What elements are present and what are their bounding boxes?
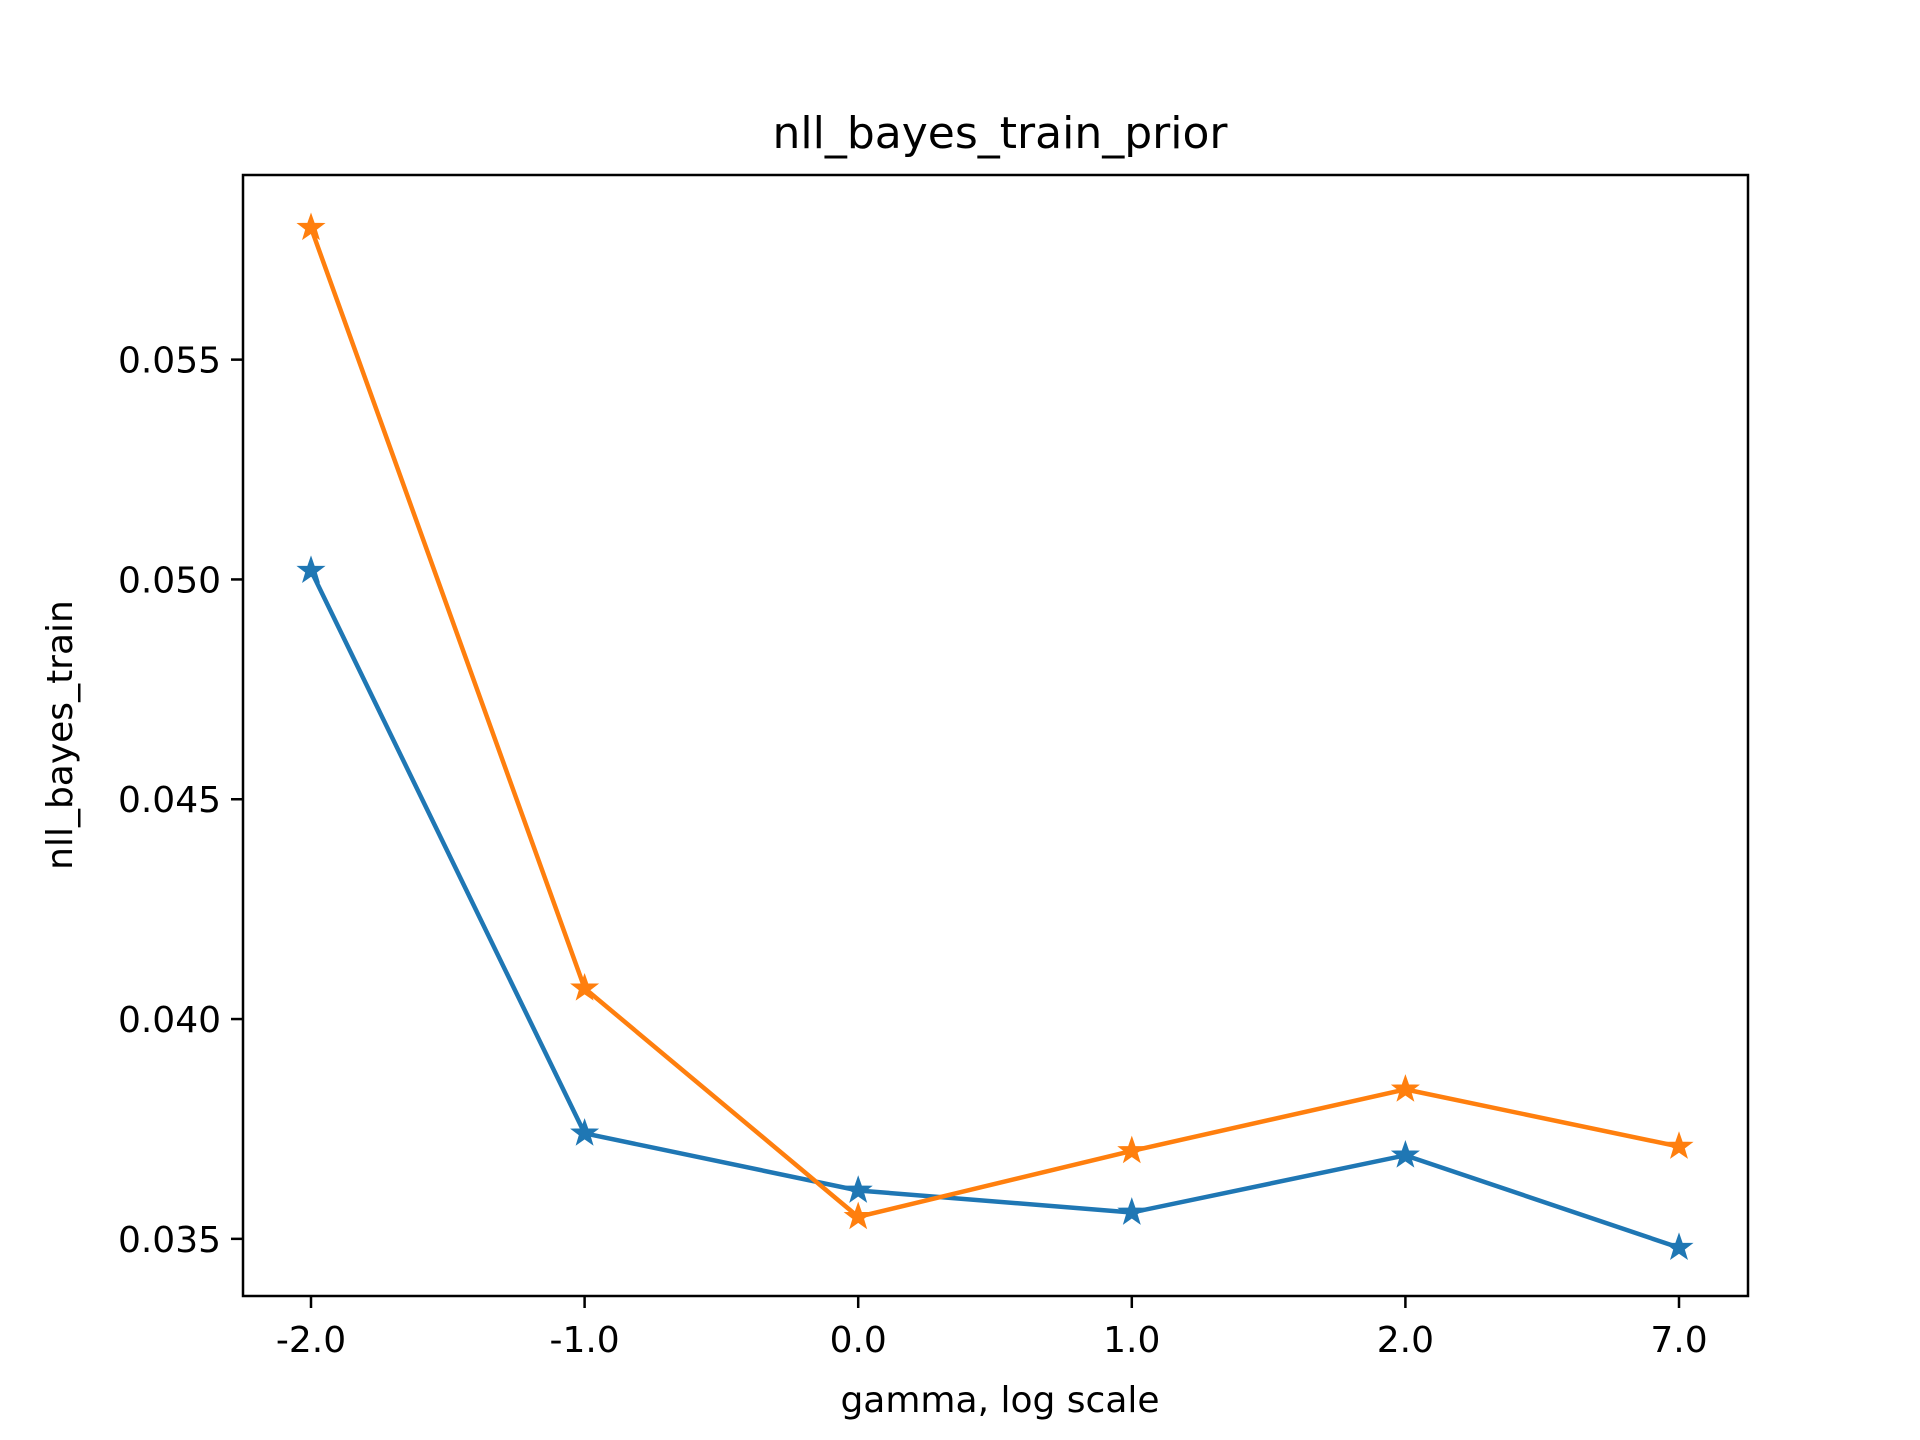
x-tick-label: -2.0: [276, 1320, 346, 1361]
y-tick-label: 0.045: [118, 780, 221, 821]
data-point-marker: [1390, 1074, 1420, 1102]
data-point-marker: [1117, 1135, 1147, 1164]
x-tick-label: 7.0: [1650, 1320, 1707, 1361]
y-tick-label: 0.040: [118, 1000, 221, 1041]
plot-frame: [241, 173, 1750, 1298]
data-point-marker: [843, 1201, 873, 1230]
series-line-1: [308, 569, 1680, 1250]
x-tick-label: -1.0: [549, 1320, 619, 1361]
series-line-2: [308, 226, 1680, 1220]
x-tick-label: 2.0: [1377, 1320, 1434, 1361]
y-axis-label: nll_bayes_train: [40, 600, 81, 870]
data-point-marker: [1117, 1197, 1147, 1225]
data-point-marker: [570, 1118, 600, 1146]
data-point-marker: [1664, 1131, 1694, 1159]
y-tick-label: 0.050: [118, 560, 221, 601]
data-point-marker: [843, 1175, 873, 1203]
data-point-marker: [296, 555, 326, 584]
chart-title: nll_bayes_train_prior: [773, 108, 1229, 159]
x-tick-label: 0.0: [830, 1320, 887, 1361]
y-tick-label: 0.035: [118, 1220, 221, 1261]
y-tick-label: 0.055: [118, 341, 221, 382]
data-point-marker: [1664, 1232, 1694, 1261]
data-point-marker: [1390, 1140, 1420, 1168]
x-tick-label: 1.0: [1103, 1320, 1160, 1361]
data-point-marker: [296, 212, 326, 241]
x-axis-label: gamma, log scale: [840, 1380, 1159, 1421]
data-point-marker: [570, 972, 600, 1001]
